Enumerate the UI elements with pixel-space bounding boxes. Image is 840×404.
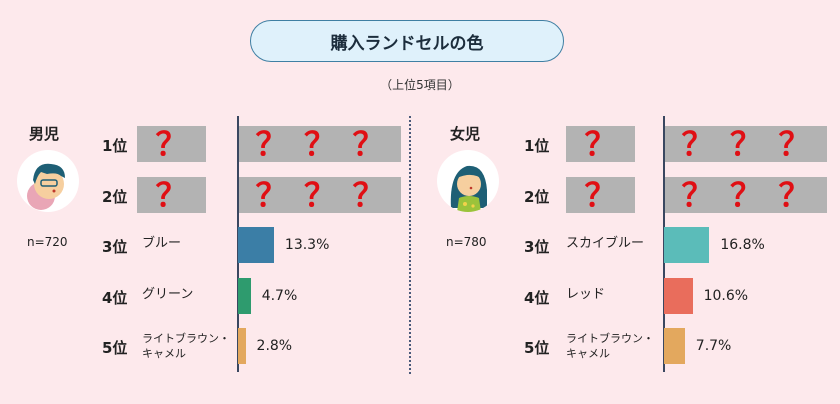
- question-mark: ？: [303, 176, 336, 214]
- category-label: スカイブルー: [566, 236, 645, 251]
- bar: [238, 227, 274, 263]
- hidden-category-box: ？: [137, 126, 206, 162]
- data-label: 16.8%: [720, 237, 765, 253]
- question-mark: ？: [255, 125, 288, 163]
- girl-avatar-icon: [437, 150, 499, 212]
- data-label: 2.8%: [256, 338, 293, 354]
- question-mark: ？: [778, 176, 811, 214]
- rank-label: 4位: [524, 289, 550, 307]
- question-mark: ？: [155, 125, 188, 163]
- rank-label: 3位: [102, 238, 128, 256]
- hidden-value-box: ？ ？ ？: [239, 126, 401, 162]
- hidden-category-box: ？: [566, 177, 635, 213]
- axis-line: [663, 116, 665, 372]
- panel-divider: [409, 116, 411, 374]
- question-mark: ？: [155, 176, 188, 214]
- boy-avatar-icon: [17, 150, 79, 212]
- bar: [664, 328, 685, 364]
- rank-label: 5位: [102, 339, 128, 357]
- category-label: レッド: [566, 287, 606, 302]
- question-mark: ？: [681, 125, 714, 163]
- hidden-category-box: ？: [137, 177, 206, 213]
- question-mark: ？: [729, 176, 762, 214]
- bar: [238, 328, 246, 364]
- hidden-value-box: ？ ？ ？: [239, 177, 401, 213]
- axis-line: [237, 116, 239, 372]
- category-label: ブルー: [142, 236, 182, 251]
- rank-label: 1位: [102, 137, 128, 155]
- question-mark: ？: [255, 176, 288, 214]
- hidden-value-box: ？ ？ ？: [665, 177, 827, 213]
- question-mark: ？: [729, 125, 762, 163]
- rank-label: 3位: [524, 238, 550, 256]
- rank-label: 4位: [102, 289, 128, 307]
- question-mark: ？: [681, 176, 714, 214]
- panel-boys: 男児 n=720 1位 ？ ？ ？ ？ 2位 ？ ？ ？ ？ 3位 ブルー 13.3% 4位 グリーン 4.7% 5…: [17, 116, 401, 372]
- question-mark: ？: [352, 125, 385, 163]
- question-mark: ？: [778, 125, 811, 163]
- data-label: 10.6%: [703, 288, 749, 304]
- bar: [664, 278, 693, 314]
- category-label: ライトブラウン・ キャメル: [566, 332, 654, 360]
- question-mark: ？: [303, 125, 336, 163]
- category-label: ライトブラウン・ キャメル: [142, 332, 230, 360]
- sample-size-label: n=720: [27, 235, 68, 249]
- group-label: 男児: [29, 125, 60, 143]
- chart-title: 購入ランドセルの色: [250, 20, 564, 62]
- rank-label: 5位: [524, 339, 550, 357]
- bar: [238, 278, 251, 314]
- data-label: 13.3%: [284, 237, 330, 253]
- bar: [664, 227, 710, 263]
- rank-label: 2位: [102, 188, 128, 206]
- sample-size-label: n=780: [446, 235, 487, 249]
- question-mark: ？: [584, 176, 617, 214]
- hidden-category-box: ？: [566, 126, 635, 162]
- chart-subtitle: （上位5項目）: [380, 78, 460, 92]
- rank-label: 1位: [524, 137, 550, 155]
- panel-girls: 女児 n=780 1位 ？ ？ ？ ？ 2位 ？ ？ ？ ？ 3位 スカイブルー 16.8% 4位 レッド 10.…: [420, 0, 840, 404]
- hidden-value-box: ？ ？ ？: [665, 126, 827, 162]
- category-label: グリーン: [142, 287, 194, 302]
- question-mark: ？: [584, 125, 617, 163]
- group-label: 女児: [450, 125, 481, 143]
- data-label: 4.7%: [261, 288, 298, 304]
- rank-label: 2位: [524, 188, 550, 206]
- question-mark: ？: [352, 176, 385, 214]
- data-label: 7.7%: [695, 338, 732, 354]
